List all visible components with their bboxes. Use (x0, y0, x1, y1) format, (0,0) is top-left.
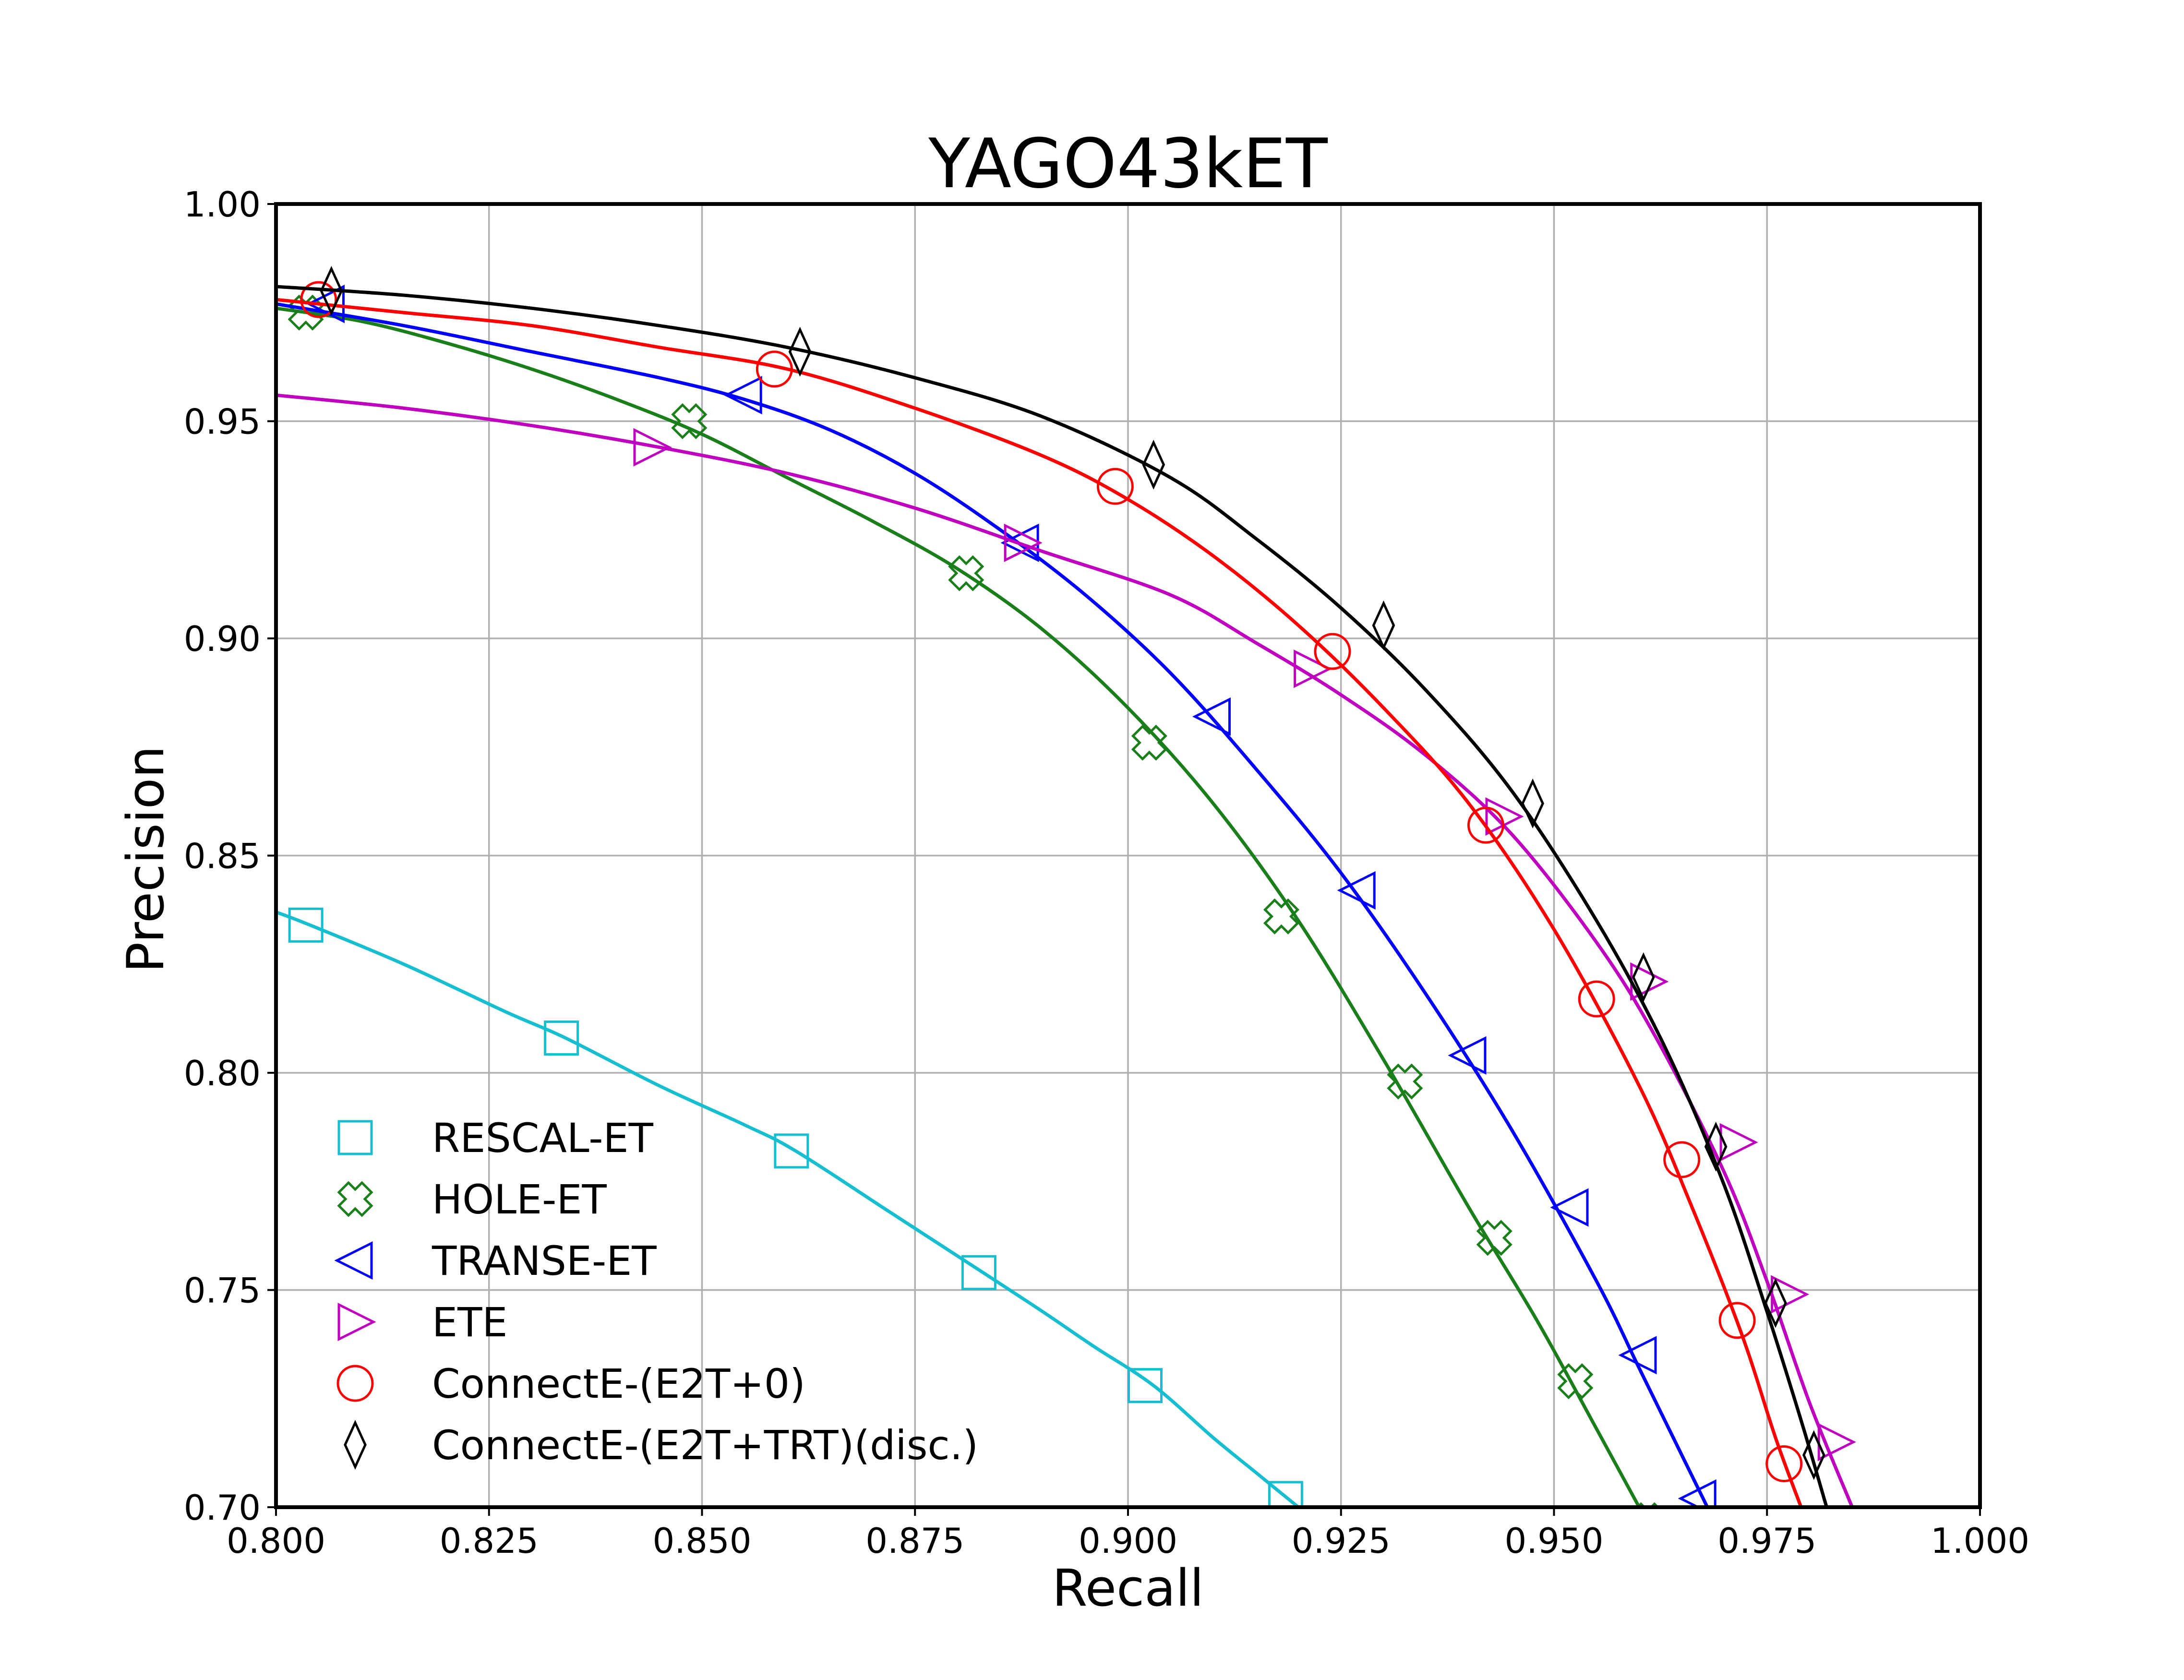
y-tick-label: 0.90 (184, 619, 261, 659)
data-point-marker (948, 555, 984, 591)
x-tick-label: 0.950 (1504, 1521, 1603, 1561)
y-tick-label: 1.00 (184, 184, 261, 225)
data-point-marker (1294, 649, 1332, 688)
data-point-marker (961, 1255, 996, 1290)
data-point-marker (1467, 806, 1504, 844)
series-HOLE-ET (276, 294, 1660, 1507)
x-tick-label: 0.875 (865, 1521, 964, 1561)
legend-entry: ETE (337, 1299, 507, 1346)
data-point-marker (288, 294, 324, 331)
series-line (276, 910, 1300, 1507)
data-point-marker (320, 265, 343, 316)
y-axis-label: Precision (116, 746, 175, 973)
data-point-marker (544, 1020, 579, 1056)
data-point-marker (300, 281, 337, 318)
data-point-marker (1192, 697, 1231, 736)
x-axis-label: Recall (1052, 1559, 1204, 1618)
data-point-marker (1268, 1481, 1303, 1507)
plot-area (276, 265, 1856, 1507)
legend-marker (337, 1181, 373, 1217)
data-point-marker (1131, 724, 1167, 761)
data-point-marker (1337, 871, 1376, 910)
data-point-marker (1636, 1502, 1660, 1507)
data-point-marker (633, 428, 672, 467)
data-point-marker (1557, 1363, 1594, 1400)
data-point-marker (1263, 898, 1300, 935)
data-point-marker (1096, 468, 1134, 505)
legend-label: ETE (432, 1299, 507, 1346)
x-tick-label: 0.800 (227, 1521, 325, 1561)
data-point-marker (788, 326, 812, 377)
series-RESCAL-ET (276, 907, 1303, 1507)
data-point-marker (1771, 1275, 1810, 1314)
data-point-marker (1704, 1121, 1728, 1172)
x-tick-label: 1.000 (1931, 1521, 2029, 1561)
legend-entry: RESCAL-ET (337, 1115, 654, 1162)
legend-entry: ConnectE-(E2T+0) (336, 1360, 805, 1407)
series-line (276, 302, 1709, 1507)
legend-marker (344, 1419, 367, 1470)
legend-entry: HOLE-ET (337, 1176, 607, 1223)
grid (276, 204, 1980, 1507)
series-line (276, 298, 1803, 1507)
data-point-marker (1448, 1036, 1487, 1075)
series-line (276, 285, 1828, 1507)
data-point-marker (1550, 1188, 1589, 1227)
data-point-marker (1578, 980, 1615, 1018)
x-tick-label: 0.825 (440, 1521, 539, 1561)
y-tick-label: 0.80 (184, 1053, 261, 1093)
data-point-marker (1314, 633, 1351, 670)
data-point-marker (1719, 1123, 1758, 1162)
legend-marker (337, 1120, 373, 1155)
legend-entry: ConnectE-(E2T+TRT)(disc.) (344, 1419, 978, 1470)
legend-marker (337, 1302, 376, 1342)
legend-label: RESCAL-ET (432, 1115, 654, 1162)
data-point-marker (1718, 1302, 1756, 1339)
legend-marker (334, 1241, 373, 1280)
data-point-marker (723, 376, 762, 415)
legend: RESCAL-ET HOLE-ET TRANSE-ET ETE ConnectE-(E2… (334, 1115, 978, 1470)
data-point-marker (1632, 952, 1655, 1002)
data-point-marker (1128, 1368, 1163, 1404)
series-line (276, 393, 1854, 1507)
legend-entry: TRANSE-ET (334, 1237, 657, 1284)
data-point-marker (1476, 1220, 1512, 1256)
x-tick-label: 0.975 (1717, 1521, 1816, 1561)
y-tick-label: 0.85 (184, 836, 261, 876)
y-tick-label: 0.70 (184, 1488, 261, 1528)
data-point-marker (1663, 1141, 1701, 1178)
data-point-marker (671, 403, 708, 440)
legend-marker (336, 1365, 374, 1402)
y-tick-label: 0.75 (184, 1271, 261, 1311)
data-point-marker (774, 1133, 809, 1169)
data-point-marker (1521, 778, 1544, 828)
axes-ticks: 0.800 0.825 0.850 0.875 0.900 0.925 0.950 0.975… (184, 184, 2029, 1561)
data-point-marker (306, 285, 345, 324)
data-point-marker (1764, 1278, 1787, 1328)
x-tick-label: 0.925 (1292, 1521, 1391, 1561)
series-ConnectE-(E2T+TRT)(disc.) (276, 265, 1828, 1507)
legend-label: HOLE-ET (432, 1176, 607, 1223)
data-point-marker (1387, 1063, 1423, 1100)
data-point-marker (1142, 439, 1165, 490)
legend-label: ConnectE-(E2T+TRT)(disc.) (432, 1422, 978, 1469)
series-ConnectE-(E2T+0) (276, 281, 1803, 1507)
y-tick-label: 0.95 (184, 402, 261, 442)
data-point-marker (1802, 1430, 1825, 1480)
data-point-marker (1004, 523, 1043, 562)
x-tick-label: 0.850 (652, 1521, 751, 1561)
data-point-marker (1765, 1445, 1803, 1482)
x-tick-label: 0.900 (1079, 1521, 1177, 1561)
data-point-marker (1372, 600, 1395, 650)
legend-label: ConnectE-(E2T+0) (432, 1360, 805, 1407)
data-point-marker (1618, 1336, 1657, 1375)
chart-title: YAGO43kET (928, 124, 1328, 204)
legend-label: TRANSE-ET (432, 1237, 657, 1284)
data-point-marker (288, 907, 324, 943)
data-point-marker (756, 350, 793, 388)
